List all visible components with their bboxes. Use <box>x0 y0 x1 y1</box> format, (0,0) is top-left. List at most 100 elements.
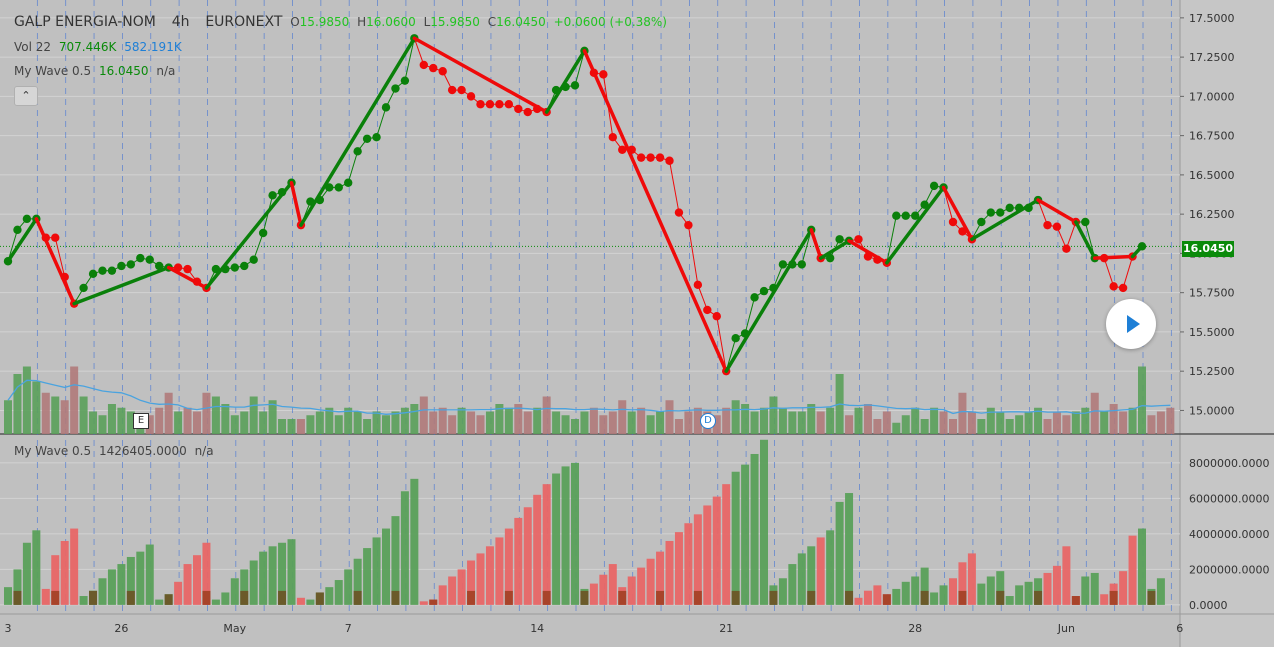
volume-bar <box>22 366 31 434</box>
wave-volume-overlay <box>958 590 967 605</box>
collapse-legend-button[interactable]: ⌃ <box>14 86 38 106</box>
volume-bar <box>646 415 655 434</box>
symbol-name[interactable]: GALP ENERGIA-NOM <box>14 14 156 30</box>
wave-volume-bar <box>221 592 230 605</box>
volume-bar <box>674 419 683 434</box>
exchange: EURONEXT <box>205 14 283 30</box>
volume-legend[interactable]: Vol 22 707.446K 582.191K <box>14 40 186 54</box>
wave-volume-bar <box>495 537 504 605</box>
wave-volume-overlay <box>1034 590 1043 605</box>
price-connector <box>1065 221 1077 249</box>
wave-label: My Wave 0.5 <box>14 64 92 78</box>
volume-bar <box>268 400 277 434</box>
wave-volume-bar <box>1024 581 1033 605</box>
close-label: C <box>487 15 497 29</box>
time-tick-label: 6 <box>1176 622 1183 635</box>
volume-bar <box>391 411 400 434</box>
wave-volume-bar <box>60 540 69 605</box>
wave-volume-overlay <box>315 592 324 605</box>
wave-volume-overlay <box>429 599 438 605</box>
volume-bar <box>996 411 1005 434</box>
volume-bar <box>892 422 901 434</box>
wave-volume-overlay <box>467 590 476 605</box>
wave-volume-bar <box>1062 546 1071 605</box>
wave-na: n/a <box>156 64 176 78</box>
wave-segment <box>1130 244 1144 259</box>
wave-volume-bar <box>117 564 126 605</box>
wave-segment <box>582 49 728 373</box>
wave-volume-bar <box>599 574 608 605</box>
wave-volume-bar <box>485 546 494 605</box>
wave-volume-bar <box>476 553 485 605</box>
time-tick-label: 28 <box>908 622 922 635</box>
wave-volume-bar <box>608 564 617 605</box>
volume-bar <box>882 411 891 434</box>
wave-volume-bar <box>797 553 806 605</box>
lower-pane-legend[interactable]: My Wave 0.5 1426405.0000 n/a <box>14 444 218 458</box>
volume-bar <box>1052 411 1061 434</box>
lower-wave-label: My Wave 0.5 <box>14 444 92 458</box>
wave-volume-bar <box>344 569 353 605</box>
wave-volume-bar <box>1100 594 1109 605</box>
wave-legend[interactable]: My Wave 0.5 16.0450 n/a <box>14 64 179 78</box>
volume-bar <box>145 415 154 434</box>
wave-volume-overlay <box>240 590 249 605</box>
volume-bar <box>1081 407 1090 434</box>
volume-bar <box>221 404 230 434</box>
wave-volume-bar <box>1119 571 1128 605</box>
close-value: 16.0450 <box>496 15 546 29</box>
price-dot <box>258 228 268 238</box>
wave-segment <box>72 265 171 306</box>
wave-lines <box>6 36 1144 373</box>
price-tick-label: 17.2500 <box>1189 51 1235 64</box>
wave-volume-bar <box>22 542 31 605</box>
volume-bar <box>230 415 239 434</box>
wave-volume-bar <box>826 530 835 605</box>
wave-volume-bar <box>268 546 277 605</box>
wave-segment <box>847 239 889 265</box>
wave-volume-bar <box>693 514 702 605</box>
wave-volume-overlay <box>13 590 22 605</box>
wave-volume-bar <box>1005 596 1014 605</box>
time-tick-label: May <box>223 622 246 635</box>
wave-volume-bar <box>400 491 409 605</box>
wave-volume-overlay <box>731 590 740 605</box>
volume-bar <box>126 411 135 434</box>
high-label: H <box>357 15 367 29</box>
volume-bar <box>816 411 825 434</box>
price-connector <box>1122 256 1134 289</box>
high-value: 16.0600 <box>366 15 416 29</box>
volume-bar <box>580 411 589 434</box>
volume-bar <box>873 419 882 434</box>
dividend-marker[interactable]: D <box>700 413 716 429</box>
wave-volume-bar <box>457 569 466 605</box>
wave-volume-bar <box>835 501 844 605</box>
volume-bar <box>750 411 759 434</box>
volume-bar <box>722 407 731 434</box>
wave-volume-bar <box>722 484 731 605</box>
earnings-marker[interactable]: E <box>133 413 149 429</box>
wave-volume-overlay <box>278 590 287 605</box>
wave-volume-bar <box>571 462 579 605</box>
volume-bar <box>419 396 428 434</box>
wave-volume-bar <box>448 576 457 605</box>
replay-play-button[interactable] <box>1106 299 1156 349</box>
wave-volume-overlay <box>1147 590 1156 605</box>
wave-segment <box>970 198 1040 242</box>
wave-volume-bar <box>741 464 750 605</box>
wave-tick-label: 6000000.0000 <box>1189 492 1269 505</box>
wave-volume-bar <box>183 564 192 605</box>
wave-segment <box>941 185 974 242</box>
volume-bar <box>467 411 476 434</box>
wave-segment <box>809 228 823 260</box>
volume-bar <box>731 400 740 434</box>
low-value: 15.9850 <box>430 15 480 29</box>
wave-tick-label: 8000000.0000 <box>1189 457 1269 470</box>
volume-bar <box>259 411 268 434</box>
wave-volume-bar <box>712 496 721 605</box>
interval[interactable]: 4h <box>171 14 190 30</box>
price-dot <box>155 261 164 271</box>
